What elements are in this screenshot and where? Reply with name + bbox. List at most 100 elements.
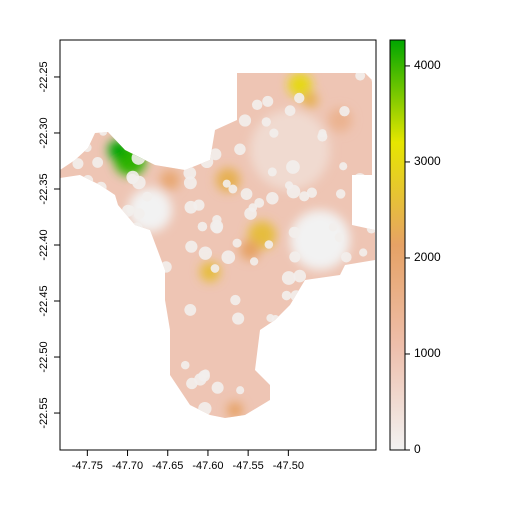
raster-cell bbox=[339, 306, 353, 320]
raster-cell bbox=[211, 222, 223, 234]
raster-cell bbox=[80, 76, 92, 88]
raster-cell bbox=[162, 148, 176, 162]
raster-cell bbox=[132, 112, 143, 123]
raster-cell bbox=[284, 105, 296, 116]
x-tick-label: -47.60 bbox=[192, 460, 223, 472]
raster-cell bbox=[306, 187, 318, 198]
raster-cell bbox=[269, 128, 279, 138]
raster-cell bbox=[281, 271, 296, 285]
raster-cell bbox=[301, 309, 312, 319]
raster-cell bbox=[294, 92, 305, 104]
raster-cell bbox=[133, 208, 145, 220]
raster-cell bbox=[266, 314, 275, 323]
raster-cell bbox=[361, 378, 371, 388]
raster-cell bbox=[130, 326, 140, 336]
raster-cell bbox=[286, 160, 300, 174]
raster-cell bbox=[72, 158, 84, 170]
raster-cell bbox=[251, 99, 263, 111]
raster-cell bbox=[96, 73, 109, 86]
raster-cell bbox=[341, 251, 352, 263]
colorbar-tick-label: 0 bbox=[414, 442, 421, 456]
y-tick-label: -22.50 bbox=[38, 341, 50, 372]
raster-cell bbox=[234, 143, 246, 156]
raster-cell bbox=[277, 334, 286, 344]
raster-cell bbox=[209, 148, 222, 161]
raster-cell bbox=[330, 296, 339, 305]
raster-cell bbox=[100, 120, 111, 131]
raster-cell bbox=[262, 95, 274, 107]
raster-shading bbox=[108, 73, 352, 418]
raster-cell bbox=[184, 200, 198, 214]
raster-cell bbox=[60, 284, 66, 294]
raster-cell bbox=[128, 188, 172, 232]
raster-cell bbox=[210, 264, 220, 273]
raster-cell bbox=[138, 332, 153, 347]
raster-cell bbox=[150, 79, 162, 91]
raster-cell bbox=[288, 226, 300, 239]
raster-cell bbox=[359, 248, 368, 257]
raster-cell bbox=[152, 353, 167, 368]
raster-cell bbox=[144, 73, 156, 81]
raster-cell bbox=[81, 125, 93, 137]
y-tick-label: -22.55 bbox=[38, 397, 50, 428]
raster-cell bbox=[318, 361, 327, 371]
raster-cell bbox=[192, 94, 207, 108]
raster-cell bbox=[228, 184, 238, 194]
raster-cell bbox=[355, 73, 366, 81]
raster-cell bbox=[128, 325, 139, 336]
raster-cell bbox=[83, 249, 94, 259]
raster-cell bbox=[284, 181, 294, 190]
y-tick-label: -22.40 bbox=[38, 229, 50, 260]
raster-cell bbox=[200, 155, 214, 169]
raster-cell bbox=[91, 221, 106, 236]
colorbar-tick-label: 2000 bbox=[414, 250, 441, 264]
raster-cell bbox=[198, 101, 207, 111]
x-tick-label: -47.50 bbox=[273, 460, 304, 472]
raster-cell bbox=[200, 123, 212, 135]
raster-cell bbox=[166, 94, 181, 109]
x-tick-label: -47.55 bbox=[233, 460, 264, 472]
raster-cell bbox=[99, 127, 108, 136]
raster-cell bbox=[254, 197, 265, 208]
raster-cell bbox=[108, 343, 120, 356]
raster-cell bbox=[62, 181, 73, 192]
raster-cell bbox=[83, 224, 95, 235]
raster-cell bbox=[341, 276, 353, 287]
raster-cell bbox=[153, 283, 163, 292]
raster-cell bbox=[131, 222, 143, 234]
raster-cell bbox=[60, 133, 71, 143]
raster-cell bbox=[293, 269, 307, 283]
y-tick-label: -22.30 bbox=[38, 117, 50, 148]
raster-cell bbox=[240, 240, 260, 260]
colorbar bbox=[389, 39, 406, 451]
raster-cell bbox=[299, 191, 310, 202]
raster-cell bbox=[359, 388, 373, 402]
raster-cell bbox=[183, 176, 197, 190]
raster-cell bbox=[263, 370, 274, 380]
raster-cell bbox=[126, 205, 135, 214]
raster-cell bbox=[265, 399, 279, 414]
raster-cell bbox=[249, 257, 259, 266]
raster-cell bbox=[183, 166, 197, 180]
raster-cell bbox=[304, 314, 315, 325]
y-tick-label: -22.45 bbox=[38, 285, 50, 316]
raster-cell bbox=[60, 340, 71, 352]
raster-cell bbox=[129, 318, 142, 331]
raster-cell bbox=[186, 377, 198, 390]
raster-cell bbox=[60, 193, 68, 205]
raster-cell bbox=[212, 215, 222, 225]
raster-cell bbox=[232, 238, 242, 248]
raster-cell bbox=[92, 157, 104, 168]
raster-cell bbox=[85, 241, 94, 250]
raster-cell bbox=[131, 87, 143, 98]
raster-cell bbox=[355, 276, 365, 285]
raster-cell bbox=[221, 250, 236, 265]
y-tick-label: -22.25 bbox=[38, 61, 50, 92]
raster-cell bbox=[82, 143, 92, 153]
raster-cell bbox=[80, 389, 90, 400]
raster-cell bbox=[339, 105, 350, 117]
raster-cell bbox=[368, 361, 375, 374]
raster-cell bbox=[211, 381, 224, 394]
raster-cell bbox=[79, 372, 91, 384]
raster-cell bbox=[97, 198, 112, 213]
